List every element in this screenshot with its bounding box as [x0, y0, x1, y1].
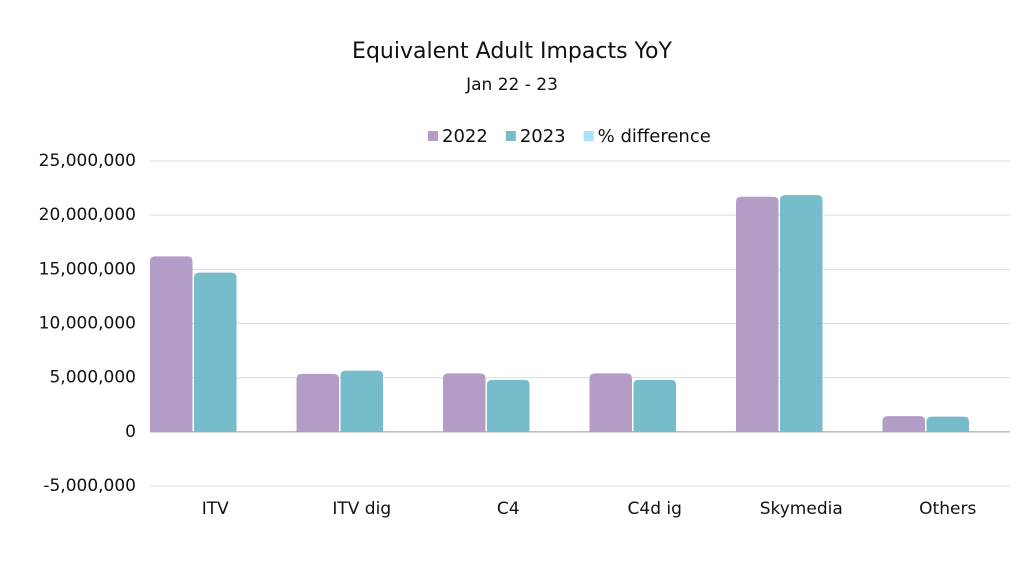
- bar: [340, 370, 383, 432]
- y-tick-label: 0: [125, 422, 136, 442]
- legend-swatch: [505, 131, 516, 141]
- bar: [633, 379, 676, 432]
- bar: [780, 195, 823, 432]
- chart-title: Equivalent Adult Impacts YoY: [352, 39, 672, 64]
- bar: [150, 256, 193, 432]
- x-tick-label: C4d ig: [628, 499, 682, 519]
- x-tick-label: ITV dig: [332, 499, 391, 519]
- bar: [882, 416, 925, 432]
- bar: [487, 379, 530, 432]
- legend-swatch: [583, 131, 594, 141]
- legend-swatch: [428, 131, 438, 141]
- bar: [926, 416, 969, 432]
- bar: [296, 373, 339, 432]
- y-tick-label: -5,000,000: [43, 476, 136, 496]
- y-tick-label: 10,000,000: [39, 314, 136, 334]
- bar: [443, 373, 486, 432]
- x-tick-label: Skymedia: [760, 499, 843, 519]
- bar: [194, 272, 237, 432]
- x-tick-label: Others: [919, 499, 976, 519]
- legend-label: 2023: [520, 126, 566, 147]
- legend-label: % difference: [598, 126, 711, 147]
- legend-label: 2022: [442, 126, 488, 147]
- bar: [736, 196, 779, 432]
- bar: [589, 373, 632, 432]
- y-tick-label: 15,000,000: [39, 259, 136, 279]
- y-tick-label: 5,000,000: [49, 368, 136, 388]
- x-tick-label: C4: [497, 499, 520, 519]
- y-tick-label: 20,000,000: [39, 205, 136, 225]
- chart-subtitle: Jan 22 - 23: [465, 75, 558, 95]
- x-tick-label: ITV: [202, 499, 229, 519]
- y-tick-label: 25,000,000: [39, 151, 136, 171]
